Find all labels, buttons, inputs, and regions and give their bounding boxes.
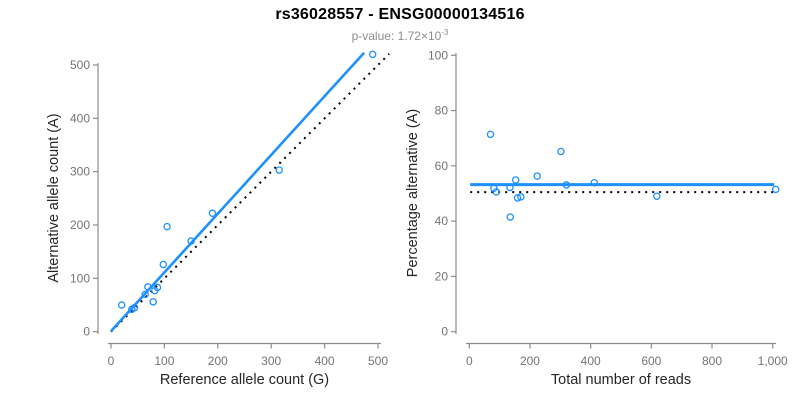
y-tick-label: 100 bbox=[70, 271, 90, 285]
left-x-axis-label: Reference allele count (G) bbox=[159, 372, 330, 388]
y-tick-label: 60 bbox=[435, 159, 449, 173]
x-tick-label: 400 bbox=[315, 354, 335, 368]
data-point bbox=[653, 192, 661, 201]
right-y-axis-label: Percentage alternative (A) bbox=[405, 108, 421, 278]
data-point bbox=[163, 222, 171, 231]
data-point bbox=[771, 185, 780, 194]
y-tick-label: 400 bbox=[70, 111, 90, 125]
y-tick-label: 0 bbox=[83, 325, 90, 339]
x-tick-label: 1,000 bbox=[758, 354, 788, 368]
data-point bbox=[275, 166, 283, 174]
data-point bbox=[511, 176, 520, 184]
figure-subtitle: p-value: 1.72×10-3 bbox=[0, 28, 800, 43]
x-tick-label: 200 bbox=[208, 354, 228, 368]
right-scatter-plot: 0 200 400 600 800 1,000 0 20 40 60 80 100 bbox=[428, 48, 788, 368]
y-tick-label: 40 bbox=[435, 214, 449, 228]
y-tick-label: 20 bbox=[435, 269, 449, 283]
data-point bbox=[144, 283, 152, 291]
y-tick-label: 100 bbox=[428, 48, 448, 62]
data-point bbox=[208, 209, 217, 218]
x-tick-label: 600 bbox=[641, 354, 661, 368]
x-tick-label: 400 bbox=[581, 354, 601, 368]
data-point bbox=[506, 213, 515, 221]
data-point bbox=[153, 283, 162, 292]
x-tick-label: 0 bbox=[466, 354, 473, 368]
y-tick-label: 80 bbox=[435, 104, 449, 118]
data-point bbox=[557, 147, 565, 156]
data-point bbox=[533, 172, 542, 180]
data-point bbox=[368, 50, 377, 59]
data-point bbox=[130, 303, 139, 312]
pvalue-exponent: -3 bbox=[441, 28, 449, 37]
x-tick-label: 100 bbox=[154, 354, 174, 368]
left-scatter-plot: 0 100 200 300 400 500 0 100 200 300 400 500 bbox=[70, 50, 390, 368]
figure-title: rs36028557 - ENSG00000134516 bbox=[275, 6, 525, 23]
data-point bbox=[562, 181, 571, 189]
data-point bbox=[149, 298, 157, 306]
y-tick-label: 200 bbox=[70, 218, 90, 232]
x-tick-label: 0 bbox=[108, 354, 115, 368]
y-tick-label: 500 bbox=[70, 58, 90, 72]
data-point bbox=[486, 130, 495, 139]
data-point bbox=[506, 183, 514, 192]
pvalue-text: p-value: 1.72×10 bbox=[351, 29, 442, 43]
x-tick-label: 500 bbox=[368, 354, 388, 368]
data-point bbox=[517, 193, 525, 201]
y-tick-label: 300 bbox=[70, 165, 90, 179]
fit-line bbox=[110, 51, 366, 333]
data-point bbox=[141, 290, 149, 299]
y-tick-label: 0 bbox=[441, 325, 448, 339]
right-x-axis-label: Total number of reads bbox=[550, 372, 692, 388]
data-point bbox=[187, 237, 195, 245]
data-point bbox=[492, 188, 501, 196]
x-tick-label: 200 bbox=[520, 354, 540, 368]
x-tick-label: 800 bbox=[702, 354, 722, 368]
data-point bbox=[513, 194, 522, 202]
identity-line bbox=[110, 53, 390, 333]
data-point bbox=[117, 301, 126, 309]
data-point bbox=[159, 260, 168, 269]
x-tick-label: 300 bbox=[261, 354, 281, 368]
data-point bbox=[590, 178, 599, 187]
left-y-axis-label: Alternative allele count (A) bbox=[46, 113, 62, 283]
